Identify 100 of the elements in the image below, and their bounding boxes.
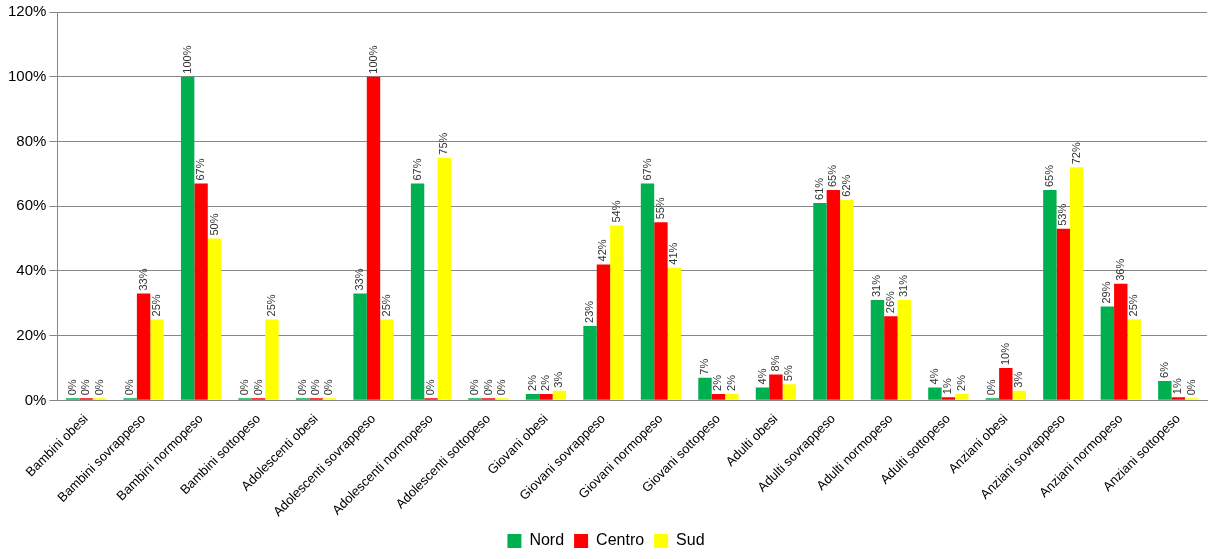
data-label: 4% [755, 368, 768, 385]
bar [525, 393, 540, 400]
data-label: 0% [295, 379, 308, 396]
data-label: 41% [667, 242, 680, 265]
data-label: 25% [379, 294, 392, 317]
data-label: 0% [92, 379, 105, 396]
data-label: 0% [481, 379, 494, 396]
bar [826, 190, 841, 400]
bar [410, 183, 425, 400]
data-label: 65% [1042, 164, 1055, 187]
y-tick-label: 120% [7, 2, 47, 20]
bar [353, 293, 367, 400]
y-tick-label: 60% [16, 196, 47, 214]
bar [539, 393, 553, 400]
bar [725, 393, 739, 400]
y-tick-label: 80% [16, 131, 47, 149]
legend-label: Nord [529, 531, 565, 549]
y-tick-label: 0% [24, 390, 47, 408]
data-label: 0% [424, 379, 437, 396]
bar [180, 76, 195, 400]
bar [136, 293, 151, 400]
data-label: 29% [1100, 281, 1113, 304]
bar [1056, 228, 1070, 400]
bar [366, 76, 381, 400]
bar [1158, 380, 1172, 400]
data-label: 5% [782, 365, 795, 382]
data-label: 0% [494, 379, 507, 396]
data-label: 3% [1012, 371, 1025, 388]
data-label: 31% [870, 274, 883, 298]
bar [698, 377, 712, 400]
bar [999, 368, 1013, 400]
bar [150, 319, 164, 400]
bar [782, 384, 797, 400]
data-label: 7% [698, 358, 711, 375]
data-label: 6% [1157, 361, 1170, 378]
data-label: 0% [322, 379, 335, 396]
bar [667, 267, 682, 400]
bar [884, 316, 898, 400]
bar [552, 390, 567, 400]
bar [1070, 167, 1084, 400]
bar [941, 397, 956, 400]
data-label: 61% [812, 177, 825, 200]
data-label: 53% [1056, 203, 1069, 226]
data-label: 2% [538, 374, 551, 391]
data-label: 67% [640, 158, 653, 181]
data-label: 100% [366, 45, 379, 74]
data-label: 0% [238, 379, 251, 396]
data-label: 0% [985, 379, 998, 396]
data-label: 36% [1113, 258, 1126, 281]
data-label: 62% [839, 174, 852, 197]
bar [897, 300, 911, 400]
data-label: 25% [264, 294, 277, 317]
data-label: 25% [150, 294, 163, 317]
data-label: 33% [136, 268, 149, 291]
data-label: 23% [583, 300, 596, 323]
data-label: 54% [609, 200, 622, 223]
bar [813, 202, 827, 400]
data-label: 25% [1127, 294, 1140, 317]
data-label: 2% [525, 374, 538, 391]
data-label: 4% [927, 368, 940, 385]
bar [194, 183, 208, 400]
bar [610, 225, 624, 400]
y-tick-label: 40% [16, 261, 47, 279]
bar [711, 393, 726, 400]
data-label: 26% [883, 290, 896, 314]
bar [928, 387, 942, 400]
data-label: 72% [1069, 142, 1082, 165]
y-tick-label: 20% [16, 325, 47, 343]
bar [1114, 283, 1128, 400]
data-label: 1% [1171, 378, 1184, 395]
bar [596, 264, 611, 400]
bar [640, 183, 655, 400]
bar [1100, 306, 1115, 400]
bar [265, 319, 279, 400]
bar [380, 319, 394, 400]
data-label: 1% [941, 378, 954, 395]
data-label: 2% [724, 374, 737, 391]
data-label: 8% [768, 355, 781, 372]
bar [437, 157, 452, 400]
bar [1171, 397, 1185, 400]
data-label: 2% [954, 374, 967, 391]
data-label: 0% [468, 379, 481, 396]
y-tick-label: 100% [7, 66, 47, 84]
data-label: 2% [711, 374, 724, 391]
bar [654, 222, 668, 400]
data-label: 50% [207, 213, 220, 236]
bar [1043, 190, 1057, 400]
data-label: 31% [897, 274, 910, 298]
data-label: 10% [998, 342, 1011, 365]
bar [955, 393, 969, 400]
data-label: 0% [79, 379, 92, 396]
legend-label: Centro [596, 531, 645, 549]
data-label: 67% [410, 158, 423, 181]
data-label: 100% [180, 45, 193, 74]
bar [1127, 319, 1141, 400]
legend-label: Sud [676, 531, 705, 549]
data-label: 67% [194, 158, 207, 181]
data-label: 3% [552, 371, 565, 388]
bar [583, 325, 597, 400]
data-label: 0% [309, 379, 322, 396]
